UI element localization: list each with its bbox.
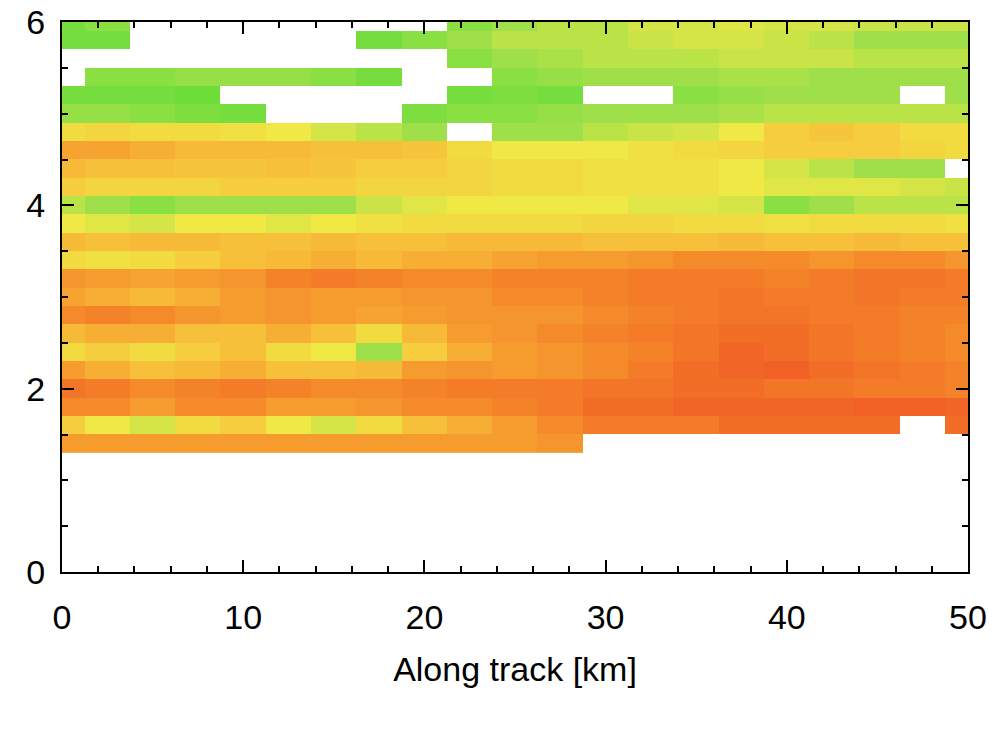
svg-text:4: 4 <box>26 186 45 224</box>
svg-text:0: 0 <box>53 598 72 636</box>
svg-text:2: 2 <box>26 370 45 408</box>
svg-text:50: 50 <box>949 598 987 636</box>
svg-text:0: 0 <box>26 553 45 591</box>
svg-text:6: 6 <box>26 3 45 41</box>
svg-text:Along track [km]: Along track [km] <box>393 650 637 688</box>
svg-text:20: 20 <box>405 598 443 636</box>
svg-text:10: 10 <box>224 598 262 636</box>
svg-text:30: 30 <box>587 598 625 636</box>
svg-text:40: 40 <box>768 598 806 636</box>
